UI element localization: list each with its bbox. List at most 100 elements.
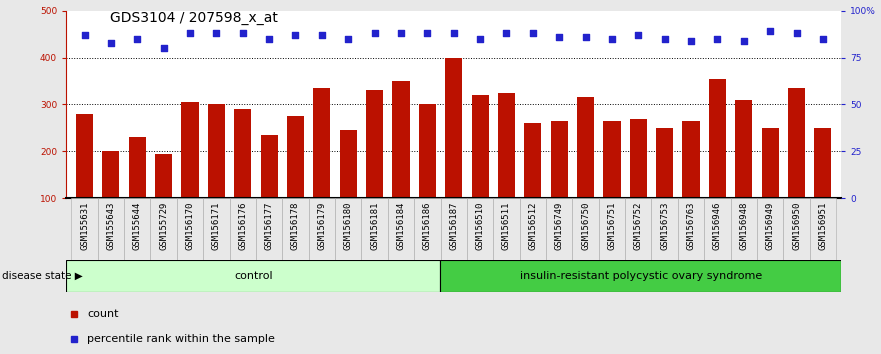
Bar [573,198,599,260]
Point [130,36,144,42]
Point [367,30,381,36]
Bar [124,198,151,260]
Text: disease state ▶: disease state ▶ [2,271,83,281]
Bar [129,137,146,198]
Bar [440,260,841,292]
Point [420,30,434,36]
Point [552,34,566,40]
Point [183,30,197,36]
Text: GSM156751: GSM156751 [607,201,617,250]
Bar [98,198,124,260]
Bar [208,104,225,198]
Bar [730,198,757,260]
Text: GSM156186: GSM156186 [423,201,432,250]
Point [236,30,250,36]
Bar [599,198,626,260]
Bar [656,128,673,198]
Text: GSM156512: GSM156512 [529,201,537,250]
Text: control: control [233,271,272,281]
Bar [493,198,520,260]
Point [262,36,276,42]
Text: GSM155644: GSM155644 [133,201,142,250]
Text: GSM156752: GSM156752 [633,201,643,250]
Bar [256,198,282,260]
Bar [177,198,204,260]
Point [710,36,724,42]
Bar [677,198,704,260]
Text: GSM156171: GSM156171 [212,201,221,250]
Text: percentile rank within the sample: percentile rank within the sample [87,333,275,343]
Point [816,36,830,42]
Text: GSM155643: GSM155643 [107,201,115,250]
Point [447,30,461,36]
Bar [155,154,172,198]
Point [789,30,803,36]
Bar [335,198,361,260]
Bar [71,198,98,260]
Point [104,40,118,45]
Point [657,36,671,42]
Text: GSM156949: GSM156949 [766,201,774,250]
Text: insulin-resistant polycystic ovary syndrome: insulin-resistant polycystic ovary syndr… [520,271,762,281]
Bar [388,198,414,260]
Text: GSM156170: GSM156170 [186,201,195,250]
Bar [66,260,440,292]
Text: GSM156948: GSM156948 [739,201,748,250]
Bar [577,97,594,198]
Bar [651,198,677,260]
Point [473,36,487,42]
Bar [204,198,230,260]
Point [78,32,92,38]
Bar [683,121,700,198]
Text: GSM156750: GSM156750 [581,201,590,250]
Bar [467,198,493,260]
Bar [520,198,546,260]
Point [341,36,355,42]
Text: GSM156763: GSM156763 [686,201,695,250]
Text: GSM156181: GSM156181 [370,201,379,250]
Point [579,34,593,40]
Text: GSM156179: GSM156179 [317,201,326,250]
Bar [551,121,567,198]
Bar [471,95,489,198]
Point [394,30,408,36]
Text: GSM156176: GSM156176 [238,201,248,250]
Bar [308,198,335,260]
Point [526,30,540,36]
Text: GSM156950: GSM156950 [792,201,801,250]
Bar [181,102,198,198]
Text: GSM156753: GSM156753 [660,201,670,250]
Point [288,32,302,38]
Bar [761,128,779,198]
Text: GSM156951: GSM156951 [818,201,827,250]
Bar [418,104,436,198]
Bar [261,135,278,198]
Text: GSM156511: GSM156511 [502,201,511,250]
Bar [445,57,463,198]
Bar [282,198,308,260]
Text: GSM156187: GSM156187 [449,201,458,250]
Bar [736,100,752,198]
Bar [440,198,467,260]
Bar [340,130,357,198]
Bar [361,198,388,260]
Bar [314,88,330,198]
Bar [704,198,730,260]
Bar [814,128,832,198]
Text: GSM155631: GSM155631 [80,201,89,250]
Bar [287,116,304,198]
Text: GSM156749: GSM156749 [555,201,564,250]
Text: GSM155729: GSM155729 [159,201,168,250]
Point [684,38,698,44]
Bar [392,81,410,198]
Text: GSM156946: GSM156946 [713,201,722,250]
Text: GSM156180: GSM156180 [344,201,352,250]
Bar [603,121,620,198]
Point [315,32,329,38]
Bar [366,90,383,198]
Bar [788,88,805,198]
Bar [234,109,251,198]
Bar [230,198,256,260]
Bar [626,198,651,260]
Bar [76,114,93,198]
